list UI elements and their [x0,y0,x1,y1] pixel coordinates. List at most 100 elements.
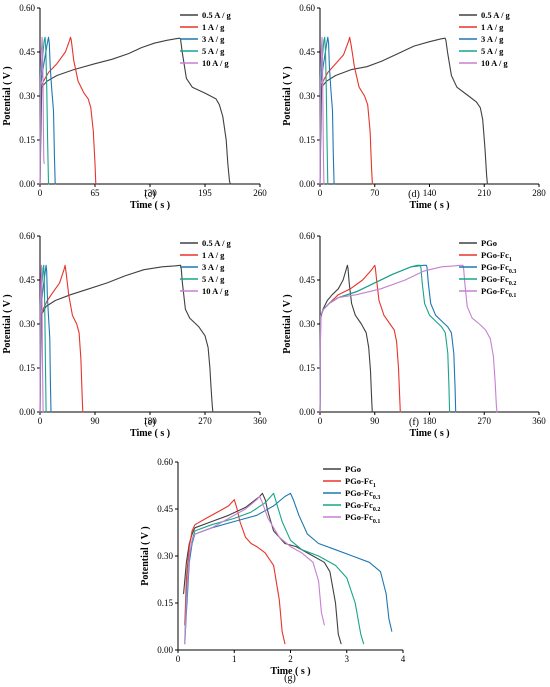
y-tick-label: 0.60 [299,3,315,13]
x-tick-label: 0 [318,416,323,426]
y-tick-label: 0.60 [299,231,315,241]
panel-label: (e) [144,417,155,428]
x-tick-label: 90 [370,416,380,426]
x-tick-label: 0 [38,416,43,426]
x-tick-label: 0 [318,188,323,198]
x-tick-label: 270 [478,416,492,426]
series-line [39,264,47,413]
y-tick-label: 0.15 [19,363,35,373]
x-tick-label: 0 [176,654,181,664]
series-line [39,264,214,413]
y-tick-label: 0.45 [157,504,173,514]
y-tick-label: 0.15 [299,135,315,145]
y-tick-label: 0.30 [157,551,173,561]
series-line [319,36,373,185]
legend-entry: PGo-Fc1 [345,476,376,489]
legend-entry: PGo-Fc0.1 [481,286,516,299]
legend-entry: 3 A / g [202,34,225,44]
y-tick-label: 0.15 [299,363,315,373]
series-line [319,37,488,185]
legend-entry: PGo-Fc0.2 [345,500,380,513]
panel-label: (f) [409,417,419,428]
axes-spines [39,236,260,413]
x-tick-label: 260 [253,188,267,198]
legend-entry: 5 A / g [481,46,504,56]
x-axis-title: Time ( s ) [130,428,170,439]
x-axis-title: Time ( s ) [409,200,449,211]
legend-entry: PGo-Fc0.3 [345,488,380,501]
x-tick-label: 70 [370,188,380,198]
legend-entry: 0.5 A / g [202,10,232,20]
legend-entry: 3 A / g [202,262,225,272]
chart-panel: 0.00 0.15 0.30 0.45 0.60 0 90 180 270 360 Time ( s… [2,231,267,439]
legend-entry: PGo [345,464,361,474]
x-tick-label: 130 [143,188,157,198]
series-line [39,264,84,413]
legend-entry: 0.5 A / g [202,238,232,248]
x-tick-label: 180 [143,416,157,426]
panel-label: (c) [144,189,155,200]
chart-panel: 0.00 0.15 0.30 0.45 0.60 0 70 140 210 280 Time ( s… [282,3,546,211]
y-tick-label: 0.30 [299,319,315,329]
legend-entry: 3 A / g [481,34,504,44]
y-tick-label: 0.60 [19,3,35,13]
x-tick-label: 4 [401,654,406,664]
y-tick-label: 0.30 [19,91,35,101]
legend-entry: PGo-Fc0.3 [481,262,516,275]
panel-label: (d) [408,189,420,200]
series-line [184,492,393,645]
x-tick-label: 360 [532,416,546,426]
y-tick-label: 0.45 [299,275,315,285]
y-tick-label: 0.00 [299,179,315,189]
x-tick-label: 90 [91,416,101,426]
legend-entry: 5 A / g [202,274,225,284]
series-line [319,36,329,185]
x-tick-label: 65 [91,188,101,198]
legend-entry: PGo-Fc1 [481,250,512,263]
series-line [319,264,401,413]
y-tick-label: 0.45 [19,275,35,285]
legend-entry: 10 A / g [481,58,508,68]
x-axis-title: Time ( s ) [130,200,170,211]
y-axis-title: Potential ( V ) [2,66,13,125]
x-tick-label: 210 [478,188,492,198]
y-tick-label: 0.30 [19,319,35,329]
series-line [184,495,325,645]
x-tick-label: 1 [232,654,237,664]
legend-entry: 5 A / g [202,46,225,56]
chart-panel: 0.00 0.15 0.30 0.45 0.60 0 1 2 3 4 Time ( s ) Poten… [140,457,406,684]
y-tick-label: 0.15 [157,598,173,608]
legend-entry: 1 A / g [481,22,504,32]
legend-entry: PGo [481,238,497,248]
series-line [184,499,286,645]
y-tick-label: 0.00 [157,645,173,655]
y-axis-title: Potential ( V ) [282,66,293,125]
series-line [39,36,50,185]
series-line [183,492,342,645]
x-tick-label: 270 [198,416,212,426]
y-axis-title: Potential ( V ) [282,294,293,353]
y-tick-label: 0.60 [157,457,173,467]
y-axis-title: Potential ( V ) [2,294,13,353]
legend-entry: 10 A / g [202,58,229,68]
legend-entry: PGo-Fc0.1 [345,512,380,525]
x-tick-label: 195 [198,188,212,198]
series-line [319,36,325,185]
chart-panel: 0.00 0.15 0.30 0.45 0.60 0 65 130 195 260 Time ( s… [2,3,267,211]
series-line [39,37,231,185]
series-line [39,264,44,413]
x-axis-title: Time ( s ) [409,428,449,439]
series-line [319,264,373,413]
y-tick-label: 0.15 [19,135,35,145]
chart-panel: 0.00 0.15 0.30 0.45 0.60 0 90 180 270 360 Time ( s… [282,231,546,439]
legend-entry: 1 A / g [202,250,225,260]
y-tick-label: 0.00 [19,179,35,189]
series-line [319,264,498,413]
series-line [39,36,45,185]
axes-spines [319,8,539,185]
x-axis-title: Time ( s ) [270,666,310,677]
x-tick-label: 360 [253,416,267,426]
x-tick-label: 0 [38,188,43,198]
legend-entry: PGo-Fc0.2 [481,274,516,287]
